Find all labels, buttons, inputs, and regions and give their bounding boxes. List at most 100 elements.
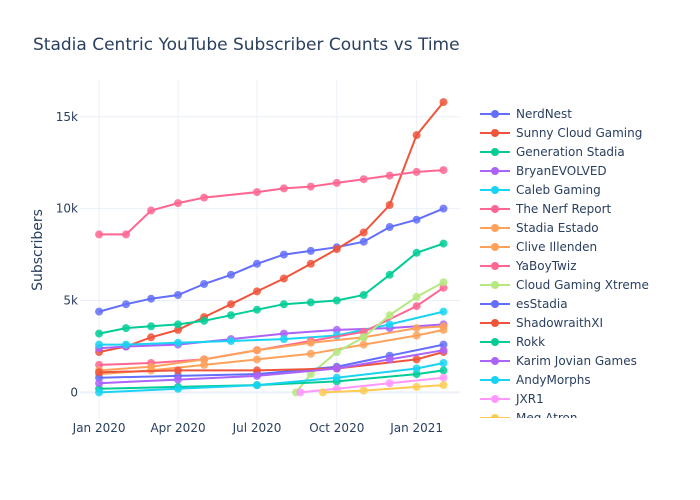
legend-item[interactable]: Clive Illenden (480, 240, 597, 254)
legend-item[interactable]: BryanEVOLVED (480, 164, 607, 178)
legend-item[interactable]: Cloud Gaming Xtreme (480, 278, 649, 292)
data-point (227, 270, 235, 279)
data-point (174, 375, 182, 384)
chart-title: Stadia Centric YouTube Subscriber Counts… (33, 35, 460, 55)
data-point (385, 320, 394, 329)
data-point (439, 373, 448, 382)
data-point (306, 259, 315, 268)
data-point (439, 325, 448, 334)
legend-item[interactable]: Sunny Cloud Gaming (480, 126, 642, 140)
data-point (439, 307, 448, 316)
legend-item[interactable]: Stadia Estado (480, 221, 599, 235)
data-point (253, 287, 261, 296)
data-point (359, 291, 368, 299)
data-point (412, 131, 421, 140)
legend[interactable]: NerdNest Sunny Cloud Gaming Generation Sta… (480, 107, 649, 425)
data-point (296, 388, 305, 397)
data-point (332, 348, 341, 356)
legend-label: Cloud Gaming Xtreme (516, 278, 649, 292)
legend-item[interactable]: The Nerf Report (480, 202, 612, 216)
legend-label: The Nerf Report (515, 202, 612, 216)
data-point (359, 175, 368, 184)
legend-swatch-marker (491, 414, 499, 418)
data-point (95, 379, 104, 388)
data-point (253, 346, 261, 355)
data-point (439, 98, 448, 107)
series-generation-stadia (95, 239, 448, 338)
legend-label: Sunny Cloud Gaming (516, 126, 642, 140)
data-point (385, 311, 394, 320)
x-tick-label: Apr 2020 (150, 421, 205, 435)
data-point (122, 230, 130, 239)
data-point (174, 325, 182, 334)
data-point (227, 311, 235, 320)
data-point (174, 199, 182, 208)
legend-label: Clive Illenden (516, 240, 597, 254)
legend-item[interactable]: esStadia (480, 297, 568, 311)
data-point (332, 364, 341, 373)
data-point (279, 184, 288, 193)
data-point (95, 230, 104, 239)
legend-item[interactable]: Meg Atron (480, 411, 578, 425)
y-tick-label: 0 (70, 385, 78, 399)
legend-swatch-marker (491, 243, 499, 251)
legend-item[interactable]: Generation Stadia (480, 145, 625, 159)
data-point (306, 182, 315, 191)
data-point (412, 292, 421, 301)
series-line (99, 351, 444, 374)
data-point (385, 270, 394, 279)
series-karim-jovian-games (95, 346, 448, 388)
data-point (174, 320, 182, 329)
data-point (412, 324, 421, 333)
series-meg-atron (318, 381, 448, 397)
legend-item[interactable]: Caleb Gaming (480, 183, 601, 197)
data-point (227, 300, 235, 309)
data-point (412, 331, 421, 340)
data-point (385, 201, 394, 209)
legend-label: Meg Atron (516, 411, 578, 425)
data-point (439, 278, 448, 287)
data-point (95, 388, 104, 397)
data-point (95, 373, 104, 382)
data-point (412, 167, 421, 176)
legend-swatch-marker (491, 224, 499, 232)
legend-item[interactable]: YaBoyTwiz (480, 259, 577, 273)
legend-swatch-marker (491, 167, 499, 175)
series-group (95, 98, 448, 397)
data-point (439, 204, 448, 213)
legend-item[interactable]: AndyMorphs (480, 373, 591, 387)
data-point (200, 280, 209, 288)
legend-item[interactable]: Karim Jovian Games (480, 354, 637, 368)
data-point (253, 366, 261, 375)
legend-item[interactable]: ShadowraithXI (480, 316, 603, 330)
legend-label: YaBoyTwiz (515, 259, 577, 273)
data-point (439, 346, 448, 355)
data-point (174, 291, 182, 299)
series-line (300, 376, 444, 394)
series-line (98, 101, 445, 353)
y-axis-ticks: 0 5k 10k 15k (56, 110, 78, 400)
data-point (147, 333, 156, 342)
data-point (385, 223, 394, 231)
legend-item[interactable]: JXR1 (480, 392, 544, 406)
legend-swatch-marker (491, 205, 499, 213)
legend-swatch-marker (491, 186, 499, 194)
legend-swatch-marker (491, 395, 499, 403)
data-point (412, 370, 421, 379)
x-axis-ticks: Jan 2020 Apr 2020 Jul 2020 Oct 2020 Jan 2021 (72, 421, 443, 435)
data-point (439, 366, 448, 375)
x-tick-label: Jan 2021 (389, 421, 443, 435)
data-point (359, 228, 368, 237)
data-point (174, 384, 182, 393)
data-point (332, 245, 341, 254)
data-point (253, 188, 261, 197)
data-point (439, 359, 448, 367)
data-point (253, 381, 261, 390)
data-point (306, 246, 315, 255)
legend-item[interactable]: NerdNest (480, 107, 572, 121)
legend-item[interactable]: Rokk (480, 335, 545, 349)
data-point (200, 355, 209, 364)
series-jxr1 (296, 373, 448, 397)
data-point (95, 329, 104, 338)
data-point (122, 300, 130, 309)
